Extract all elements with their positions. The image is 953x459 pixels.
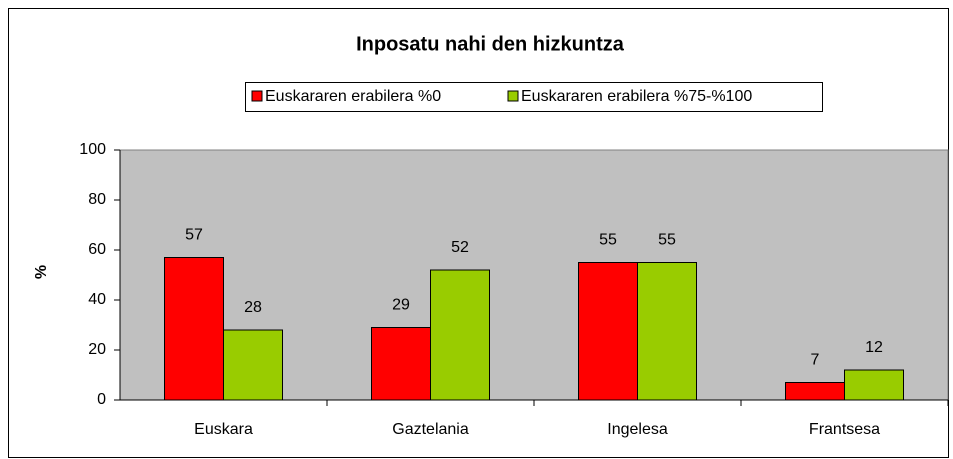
y-tick-label: 0 — [97, 391, 106, 408]
data-label: 28 — [244, 299, 262, 316]
y-tick-label: 60 — [88, 241, 106, 258]
data-label: 57 — [185, 227, 203, 244]
data-label: 55 — [658, 232, 676, 249]
data-label: 29 — [392, 297, 410, 314]
y-axis-label: % — [33, 265, 50, 279]
legend-swatch — [251, 90, 263, 102]
bar — [844, 369, 904, 401]
bar — [637, 262, 697, 401]
bar — [371, 327, 431, 401]
y-tick-label: 40 — [88, 291, 106, 308]
data-label: 52 — [451, 239, 469, 256]
legend — [245, 82, 823, 112]
bar — [164, 257, 224, 401]
legend-label: Euskararen erabilera %75-%100 — [521, 88, 752, 105]
bar — [430, 269, 490, 401]
data-label: 55 — [599, 232, 617, 249]
data-label: 12 — [865, 339, 883, 356]
bar — [785, 382, 845, 401]
y-tick-label: 20 — [88, 341, 106, 358]
chart-title: Inposatu nahi den hizkuntza — [356, 33, 625, 55]
y-tick-label: 100 — [79, 141, 106, 158]
bar — [578, 262, 638, 401]
legend-label: Euskararen erabilera %0 — [265, 88, 441, 105]
legend-swatch — [507, 90, 519, 102]
x-tick-label: Ingelesa — [607, 421, 668, 438]
x-tick-label: Gaztelania — [392, 421, 469, 438]
bar — [223, 329, 283, 401]
y-tick-label: 80 — [88, 191, 106, 208]
x-tick-label: Frantsesa — [809, 421, 880, 438]
data-label: 7 — [811, 352, 820, 369]
x-tick-label: Euskara — [194, 421, 253, 438]
